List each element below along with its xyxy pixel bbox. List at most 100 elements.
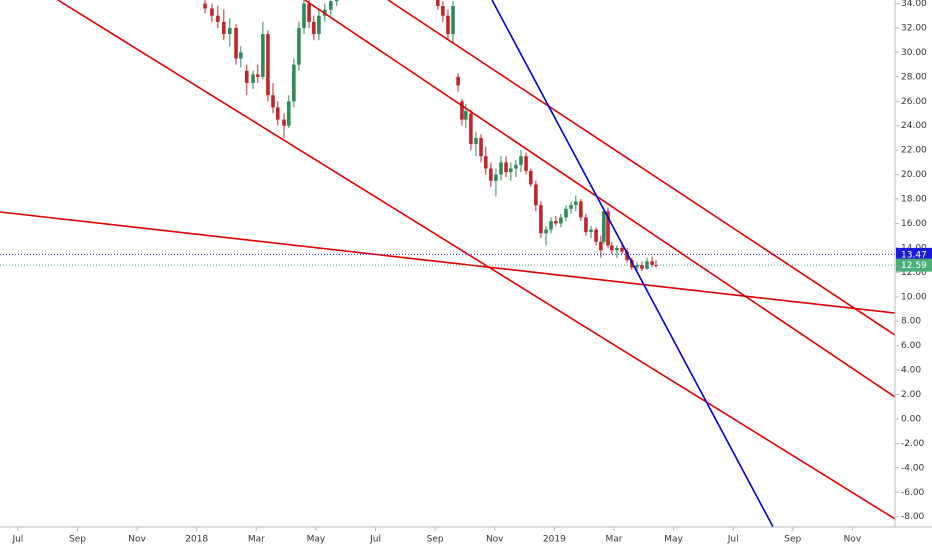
y-tick-label: 34.00 [901, 0, 927, 9]
candle-body [275, 107, 280, 120]
candle-body [436, 0, 440, 6]
candle-body [446, 15, 450, 35]
candle-body [549, 221, 553, 230]
candle-body [574, 201, 578, 206]
candle-body [227, 27, 232, 35]
y-tick-label: 18.00 [901, 195, 927, 205]
candle-body [594, 229, 598, 242]
candle-body [302, 3, 306, 28]
y-tick-label: 22.00 [901, 146, 927, 156]
x-tick-label: May [307, 535, 326, 545]
candle-body [650, 261, 654, 266]
candle-body [317, 15, 321, 35]
y-tick-label: -6.00 [901, 488, 925, 498]
candle-body [256, 74, 260, 77]
x-tick-label: Sep [69, 535, 86, 545]
y-tick-label: 28.00 [901, 72, 927, 82]
candle-body [509, 168, 513, 173]
trend-line [0, 211, 895, 314]
candle-body [266, 34, 270, 96]
y-tick-label: 8.00 [901, 317, 921, 327]
x-tick-label: Mar [605, 535, 622, 545]
candle-body [579, 201, 583, 218]
candle-body [483, 156, 488, 169]
candle-body [307, 3, 311, 22]
candle-body [519, 156, 523, 165]
candle-body [210, 8, 214, 16]
x-tick-label: Jul [11, 535, 23, 545]
candle-body [456, 76, 460, 86]
candle-body [514, 164, 518, 169]
candle-body [589, 229, 593, 233]
candle-body [524, 156, 528, 171]
candle-body [640, 265, 644, 269]
candle-body [244, 70, 249, 83]
candle-body [216, 15, 220, 22]
candle-body [451, 5, 455, 35]
x-tick-label: Nov [486, 535, 504, 545]
y-tick-label: 30.00 [901, 48, 927, 58]
candle-body [329, 1, 333, 10]
y-tick-label: 26.00 [901, 97, 927, 107]
candle-body [494, 174, 498, 181]
y-tick-label: 6.00 [901, 341, 921, 351]
candle-body [625, 251, 629, 261]
candle-body [334, 0, 339, 2]
y-tick-label: 0.00 [901, 414, 921, 424]
candle-body [251, 74, 255, 83]
candle-body [606, 211, 610, 246]
x-tick-label: Sep [427, 535, 444, 545]
candle-body [271, 95, 275, 108]
candle-body [602, 211, 606, 242]
candle-body [460, 101, 464, 120]
price-tag-label: 13.47 [901, 250, 927, 260]
candle-body [569, 205, 573, 209]
candle-body [610, 245, 614, 251]
y-tick-label: -2.00 [901, 439, 925, 449]
y-tick-label: 20.00 [901, 170, 927, 180]
candle-body [554, 221, 558, 224]
candle-body [539, 205, 543, 234]
x-tick-label: May [664, 535, 683, 545]
y-tick-label: 2.00 [901, 390, 921, 400]
x-tick-label: Mar [248, 535, 265, 545]
candle-body [292, 64, 296, 102]
candle-body [544, 229, 548, 234]
y-tick-label: 16.00 [901, 219, 927, 229]
price-tag-label: 12.59 [901, 261, 927, 271]
y-tick-label: 32.00 [901, 23, 927, 33]
candle-body [222, 21, 226, 35]
candle-body [584, 217, 588, 233]
y-tick-label: 24.00 [901, 121, 927, 131]
x-tick-label: 2019 [543, 535, 566, 545]
candle-body [529, 170, 533, 185]
candle-body [297, 27, 301, 65]
candle-body [635, 265, 639, 268]
candle-body [599, 241, 603, 251]
candle-body [474, 137, 478, 145]
candle-body [239, 52, 243, 59]
candle-body [261, 34, 265, 77]
x-tick-label: Jul [369, 535, 381, 545]
candle-body [620, 247, 624, 252]
candle-body [615, 247, 619, 251]
trend-line [57, 0, 895, 520]
x-tick-label: Sep [784, 535, 801, 545]
y-tick-label: -4.00 [901, 463, 925, 473]
candle-body [489, 168, 493, 181]
candle-body [504, 162, 508, 173]
candle-body [559, 217, 563, 224]
price-tag [896, 258, 932, 272]
y-tick-label: -8.00 [901, 512, 925, 522]
y-tick-label: 10.00 [901, 292, 927, 302]
candle-body [534, 184, 538, 206]
x-tick-label: Nov [844, 535, 862, 545]
y-tick-label: 12.00 [901, 268, 927, 278]
candle-body [645, 261, 649, 269]
candle-body [469, 113, 473, 145]
candle-body [286, 101, 291, 126]
candle-body [564, 208, 568, 218]
